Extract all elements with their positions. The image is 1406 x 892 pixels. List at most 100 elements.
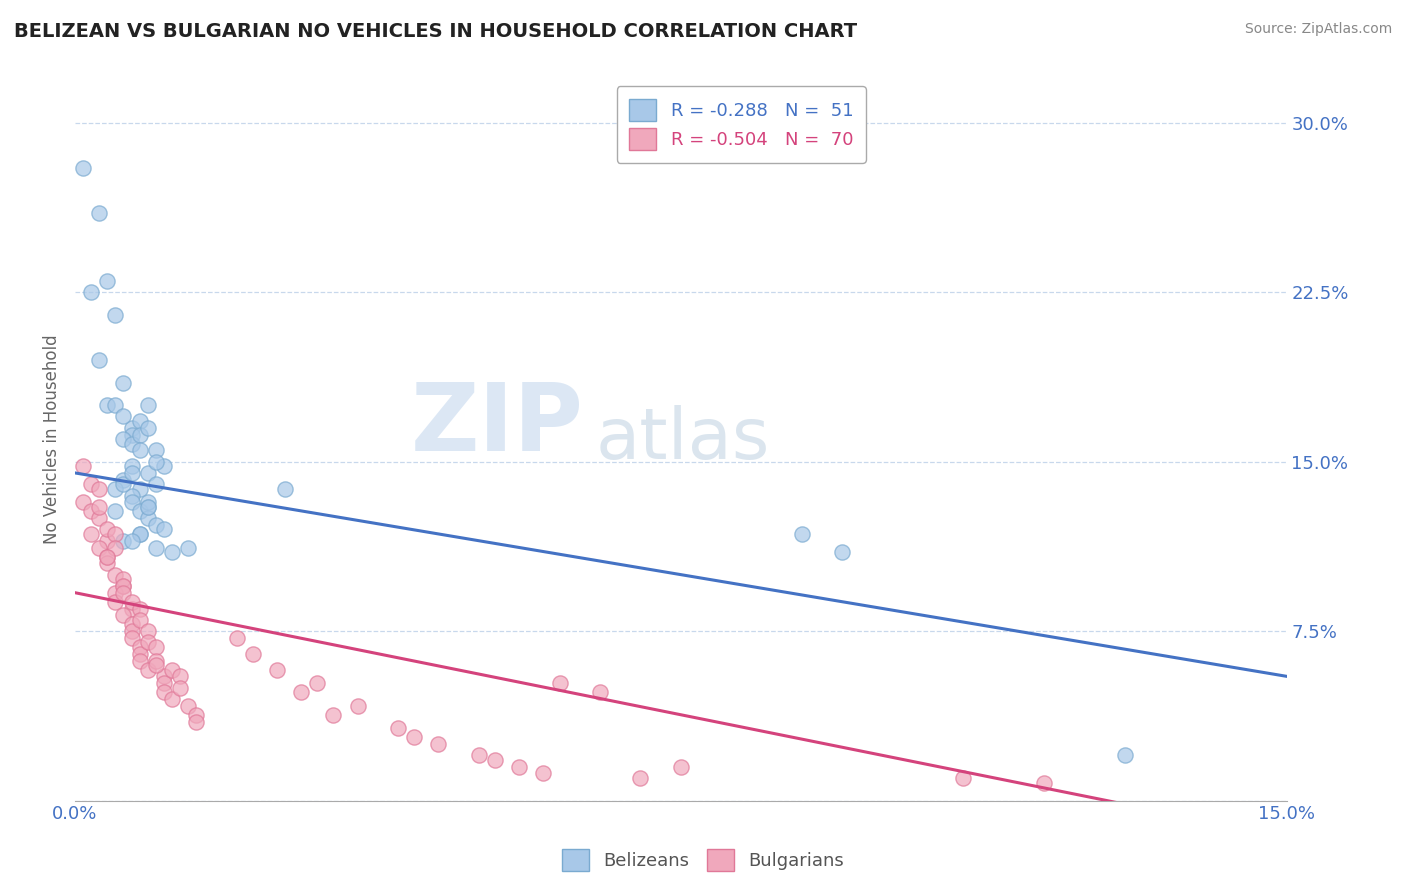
Point (136, 398, 159, 412)
Point (242, 647, 264, 661)
Point (225, 631, 247, 645)
Point (136, 511, 159, 525)
Point (72, 161, 94, 175)
Point (121, 489, 143, 503)
Point (290, 685, 312, 699)
Point (169, 681, 191, 695)
Point (169, 669, 191, 683)
Point (121, 436, 143, 450)
Point (112, 473, 135, 487)
Point (112, 579, 135, 593)
Point (1033, 775, 1056, 789)
Point (80, 527, 103, 541)
Point (831, 545, 853, 559)
Point (145, 640, 167, 654)
Point (128, 640, 150, 654)
Point (484, 753, 506, 767)
Point (112, 608, 135, 623)
Point (121, 595, 143, 609)
Point (121, 466, 143, 480)
Point (128, 527, 150, 541)
Point (89, 482, 111, 496)
Point (136, 500, 159, 514)
Point (72, 495, 94, 509)
Point (104, 527, 127, 541)
Point (128, 427, 150, 442)
Point (128, 653, 150, 667)
Point (1114, 748, 1136, 763)
Point (112, 376, 135, 390)
Point (136, 635, 159, 649)
Text: Source: ZipAtlas.com: Source: ZipAtlas.com (1244, 22, 1392, 37)
Point (96, 523, 118, 537)
Point (628, 771, 651, 785)
Point (186, 714, 208, 729)
Point (89, 353, 111, 368)
Point (427, 737, 450, 751)
Point (548, 676, 571, 690)
Legend: R = -0.288   N =  51, R = -0.504   N =  70: R = -0.288 N = 51, R = -0.504 N = 70 (617, 87, 866, 163)
Point (121, 617, 143, 632)
Point (145, 517, 167, 532)
Point (145, 477, 167, 491)
Point (121, 427, 143, 442)
Point (274, 482, 297, 496)
Point (112, 533, 135, 548)
Point (145, 455, 167, 469)
Point (508, 760, 530, 774)
Point (96, 398, 118, 412)
Point (145, 541, 167, 555)
Point (533, 766, 555, 780)
Point (136, 500, 159, 514)
Point (153, 676, 176, 690)
Point (104, 308, 127, 322)
Point (89, 206, 111, 220)
Point (112, 409, 135, 424)
Point (104, 595, 127, 609)
Point (153, 685, 176, 699)
Point (136, 421, 159, 435)
Point (322, 707, 344, 722)
Point (307, 676, 329, 690)
Point (145, 653, 167, 667)
Point (121, 624, 143, 639)
Point (80, 504, 103, 518)
Point (128, 613, 150, 627)
Point (121, 601, 143, 615)
Point (112, 477, 135, 491)
Point (121, 459, 143, 474)
Point (121, 533, 143, 548)
Point (89, 541, 111, 555)
Point (89, 500, 111, 514)
Point (96, 274, 118, 288)
Point (153, 459, 176, 474)
Point (145, 443, 167, 458)
Point (136, 466, 159, 480)
Point (153, 523, 176, 537)
Point (128, 482, 150, 496)
Point (136, 663, 159, 677)
Point (153, 669, 176, 683)
Text: atlas: atlas (596, 405, 770, 474)
Point (177, 698, 200, 713)
Legend: Belizeans, Bulgarians: Belizeans, Bulgarians (554, 842, 852, 879)
Point (160, 692, 183, 706)
Point (387, 721, 409, 735)
Point (96, 549, 118, 564)
Point (404, 731, 426, 745)
Point (266, 663, 288, 677)
Point (128, 601, 150, 615)
Point (80, 477, 103, 491)
Point (121, 631, 143, 645)
Point (136, 495, 159, 509)
Point (128, 443, 150, 458)
Point (177, 541, 200, 555)
Point (104, 541, 127, 555)
Point (89, 511, 111, 525)
Point (346, 698, 368, 713)
Point (128, 414, 150, 428)
Point (104, 585, 127, 599)
Point (96, 557, 118, 571)
Point (104, 398, 127, 412)
Point (128, 527, 150, 541)
